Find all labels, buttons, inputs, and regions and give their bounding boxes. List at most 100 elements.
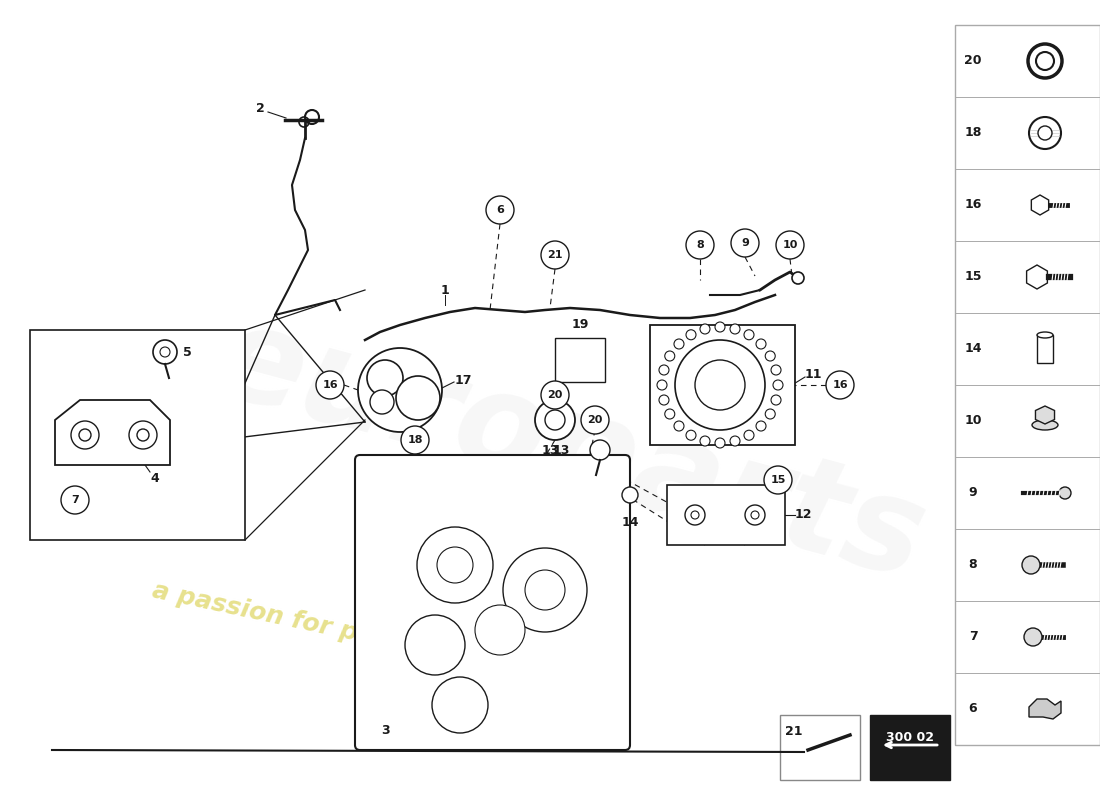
Circle shape [370,390,394,414]
Text: 20: 20 [548,390,563,400]
Circle shape [691,511,698,519]
Circle shape [745,505,764,525]
Circle shape [396,376,440,420]
Circle shape [1038,126,1052,140]
Circle shape [773,380,783,390]
Circle shape [674,421,684,431]
Circle shape [503,548,587,632]
Circle shape [590,440,610,460]
Bar [870,715,950,780]
Text: 12: 12 [795,509,813,522]
Text: 20: 20 [587,415,603,425]
Circle shape [437,547,473,583]
Circle shape [686,330,696,340]
Circle shape [1028,117,1062,149]
Circle shape [358,348,442,432]
Circle shape [1059,487,1071,499]
Bar [780,715,860,780]
Text: 10: 10 [782,240,797,250]
Text: 21: 21 [785,725,803,738]
Text: 21: 21 [548,250,563,260]
Circle shape [766,351,775,361]
Circle shape [744,330,754,340]
Circle shape [1028,44,1062,78]
Circle shape [405,615,465,675]
Text: 16: 16 [965,198,981,211]
Text: 15: 15 [965,270,981,283]
Bar [667,485,785,545]
Ellipse shape [1037,332,1053,338]
Text: 4: 4 [150,471,158,485]
Circle shape [659,365,669,375]
Text: 9: 9 [969,486,977,499]
Text: 8: 8 [696,240,704,250]
Text: 1: 1 [441,283,450,297]
Circle shape [730,324,740,334]
Circle shape [541,241,569,269]
Text: 2: 2 [255,102,264,114]
Circle shape [744,430,754,440]
Circle shape [153,340,177,364]
Circle shape [730,436,740,446]
Text: 20: 20 [965,54,981,67]
Text: 15: 15 [770,475,785,485]
Text: a passion for parts since 1985: a passion for parts since 1985 [150,579,571,691]
Circle shape [1036,52,1054,70]
Text: 18: 18 [407,435,422,445]
Text: 10: 10 [965,414,981,427]
Circle shape [685,505,705,525]
Text: 5: 5 [183,346,191,358]
Circle shape [674,339,684,349]
Polygon shape [1026,265,1047,289]
Text: 17: 17 [455,374,473,386]
Circle shape [771,395,781,405]
Text: 13: 13 [552,443,570,457]
Circle shape [432,677,488,733]
Circle shape [1022,556,1040,574]
Circle shape [544,410,565,430]
Circle shape [621,487,638,503]
Circle shape [695,360,745,410]
Circle shape [475,605,525,655]
Circle shape [525,570,565,610]
Circle shape [581,406,609,434]
Polygon shape [1035,406,1055,424]
Text: 7: 7 [72,495,79,505]
Circle shape [686,231,714,259]
Polygon shape [1032,195,1048,215]
FancyBboxPatch shape [355,455,630,750]
Circle shape [79,429,91,441]
Circle shape [72,421,99,449]
Circle shape [766,409,775,419]
Circle shape [686,430,696,440]
Circle shape [60,486,89,514]
Bar [556,338,605,382]
Circle shape [664,409,674,419]
Polygon shape [55,400,170,465]
Circle shape [700,436,710,446]
Text: 14: 14 [965,342,981,355]
Circle shape [541,381,569,409]
Circle shape [367,360,403,396]
Circle shape [486,196,514,224]
Circle shape [659,395,669,405]
Circle shape [138,429,148,441]
Circle shape [756,421,766,431]
Circle shape [771,365,781,375]
Circle shape [160,347,170,357]
Circle shape [751,511,759,519]
Text: 18: 18 [965,126,981,139]
Text: 6: 6 [969,702,977,715]
Text: 300 02: 300 02 [886,731,934,744]
Circle shape [664,351,674,361]
Circle shape [715,322,725,332]
Text: 6: 6 [496,205,504,215]
Polygon shape [1028,699,1062,719]
Text: 8: 8 [969,558,977,571]
Circle shape [715,438,725,448]
Circle shape [792,272,804,284]
Circle shape [764,466,792,494]
Text: europarts: europarts [200,294,938,606]
Circle shape [700,324,710,334]
Bar [955,25,1100,745]
